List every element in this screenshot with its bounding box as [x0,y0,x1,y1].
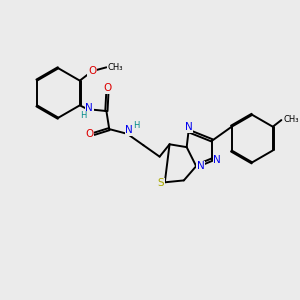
Text: O: O [103,83,112,93]
Text: O: O [85,129,93,139]
Text: N: N [85,103,93,113]
Text: O: O [88,66,96,76]
Text: N: N [185,122,192,132]
Text: S: S [158,178,164,188]
Text: H: H [80,111,87,120]
Text: H: H [133,121,139,130]
Text: N: N [197,161,205,171]
Text: N: N [213,155,221,166]
Text: CH₃: CH₃ [283,115,299,124]
Text: CH₃: CH₃ [107,63,123,72]
Text: N: N [125,125,133,135]
